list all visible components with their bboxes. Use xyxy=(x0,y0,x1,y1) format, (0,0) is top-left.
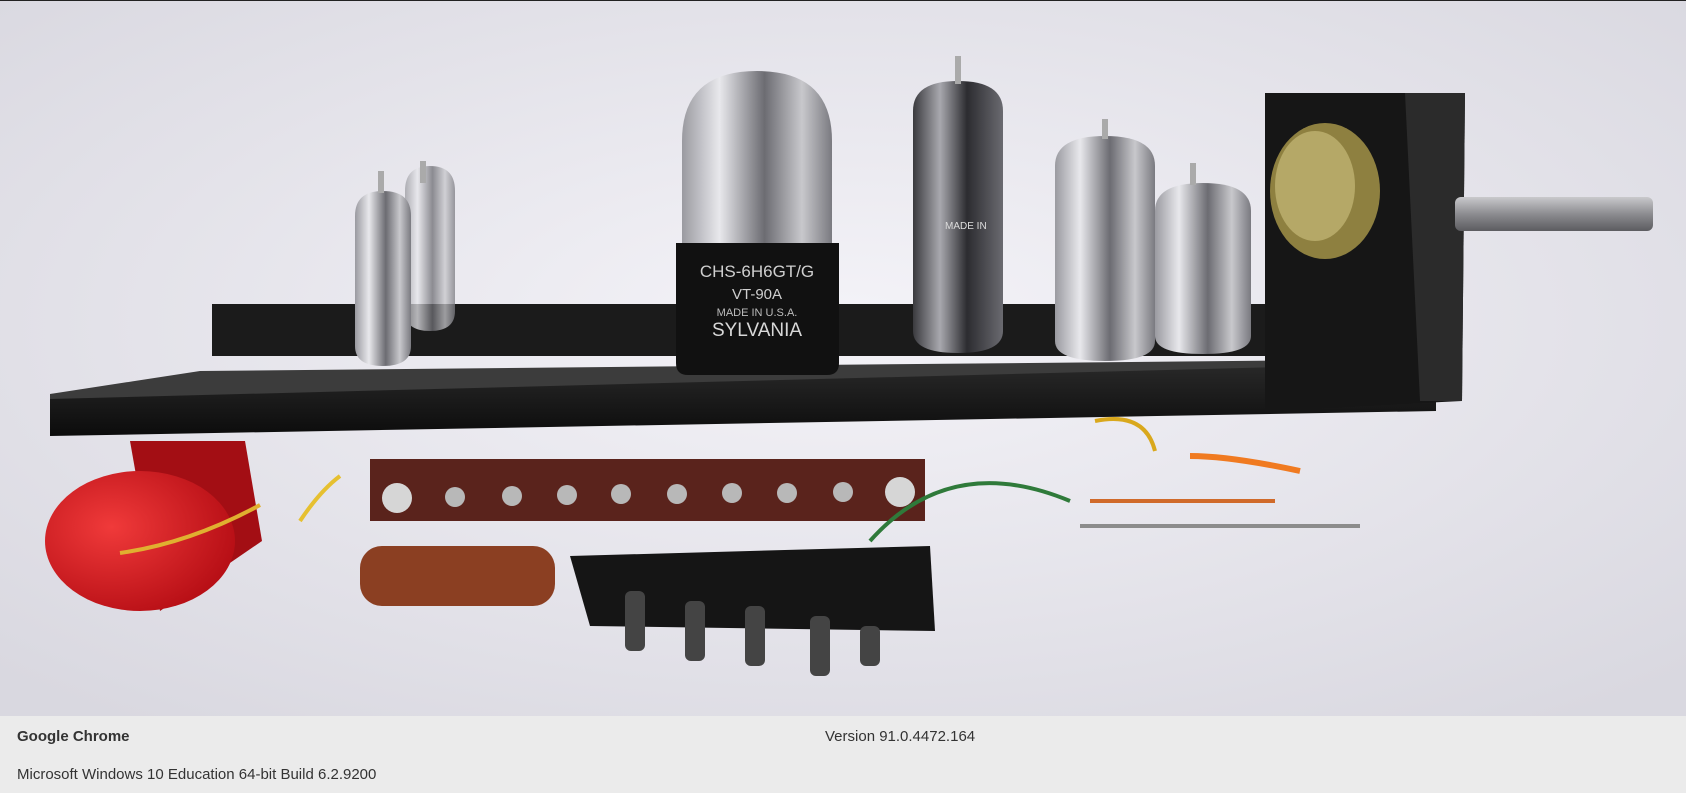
terminal-strip xyxy=(370,459,925,521)
wallpaper-image: CHS-6H6GT/G VT-90A MADE IN U.S.A. SYLVAN… xyxy=(0,0,1686,716)
tube-label-line1: CHS-6H6GT/G xyxy=(700,262,814,281)
tube-tall-center: MADE IN xyxy=(913,56,1003,353)
potentiometer xyxy=(1270,123,1653,259)
tube-label-line2: VT-90A xyxy=(732,286,782,303)
tube-label-line3: MADE IN U.S.A. xyxy=(717,307,798,319)
wiring xyxy=(298,417,1360,543)
tube-small-print: MADE IN xyxy=(945,221,987,232)
tube-small-left xyxy=(355,161,455,366)
os-info-text: Microsoft Windows 10 Education 64-bit Bu… xyxy=(17,766,377,783)
info-bar xyxy=(0,716,1686,793)
tube-socket-pins xyxy=(360,546,935,676)
tube-6h6gt: CHS-6H6GT/G VT-90A MADE IN U.S.A. SYLVAN… xyxy=(676,71,839,375)
tube-label-line4: SYLVANIA xyxy=(712,320,802,341)
version-text: Version 91.0.4472.164 xyxy=(825,728,976,745)
app-name: Google Chrome xyxy=(17,728,130,745)
capacitor-red xyxy=(45,441,262,611)
tube-right-1 xyxy=(1055,119,1155,361)
tube-right-2 xyxy=(1155,163,1251,354)
